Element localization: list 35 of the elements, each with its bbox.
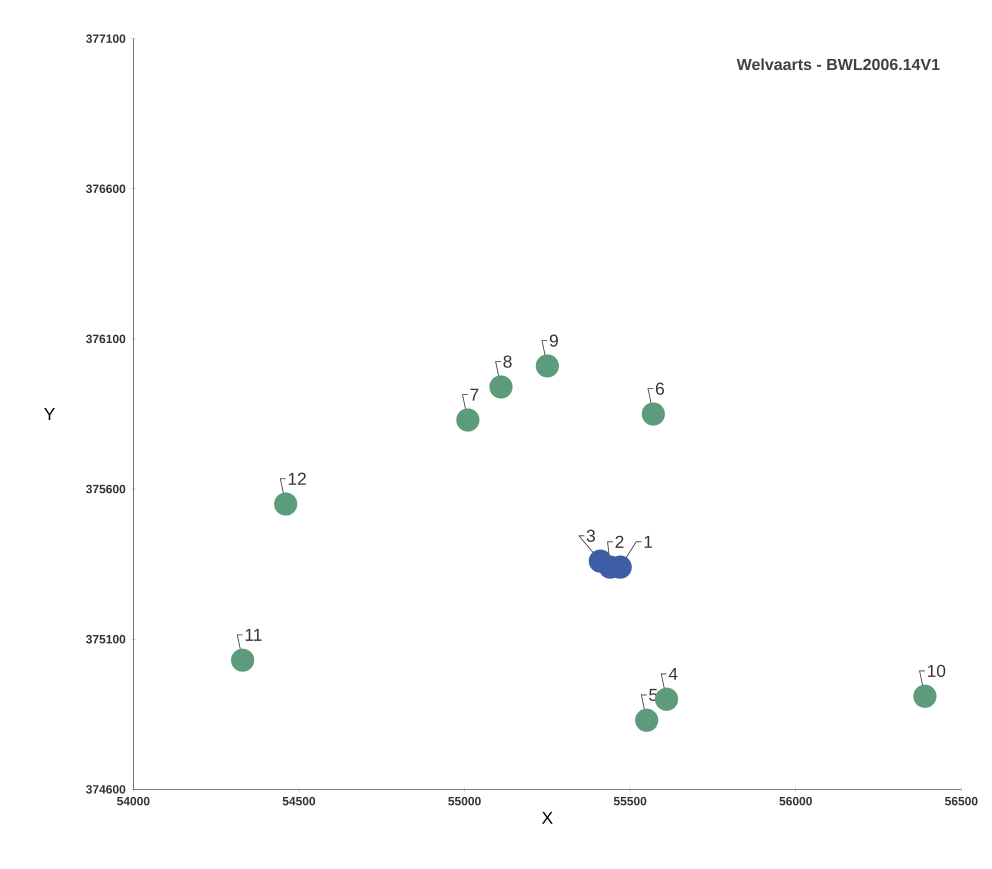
annotation: 3 — [586, 529, 595, 542]
annotation: 8 — [503, 355, 512, 368]
y-tick-label: 375600 — [86, 484, 126, 494]
y-tick-label: 374600 — [86, 784, 126, 794]
point — [274, 492, 298, 516]
annotation: 4 — [668, 668, 678, 680]
x-tick-label: 56000 — [779, 796, 812, 806]
annotation: 10 — [928, 664, 946, 677]
y-tick-label: 375100 — [86, 634, 126, 644]
y-tick-label: 377100 — [86, 34, 126, 43]
point — [231, 648, 254, 672]
point — [588, 549, 612, 573]
point — [642, 402, 665, 426]
x-tick-label: 54500 — [282, 796, 316, 806]
annotation: 6 — [656, 382, 664, 395]
point — [635, 708, 658, 732]
annotation: 1 — [644, 536, 652, 548]
point — [489, 375, 513, 398]
x-axis-title: X — [542, 812, 553, 824]
x-tick-label: 55500 — [614, 796, 646, 806]
point — [456, 408, 480, 432]
x-tick-label: 56500 — [945, 796, 978, 806]
y-tick-label: 376600 — [86, 184, 126, 193]
annotation: 7 — [470, 388, 478, 400]
text: Welvaarts - BWL2006.14V1 — [736, 58, 940, 70]
x-tick-label: 54000 — [117, 796, 150, 806]
annotation: 9 — [550, 334, 558, 347]
x-tick-label: 55000 — [448, 796, 481, 806]
y-tick-label: 376100 — [86, 334, 126, 344]
point — [536, 354, 559, 378]
point — [913, 684, 937, 708]
y-axis-title: Y — [44, 408, 55, 420]
annotation: 11 — [246, 628, 262, 641]
annotation: 12 — [288, 472, 306, 485]
annotation: 2 — [616, 536, 624, 548]
